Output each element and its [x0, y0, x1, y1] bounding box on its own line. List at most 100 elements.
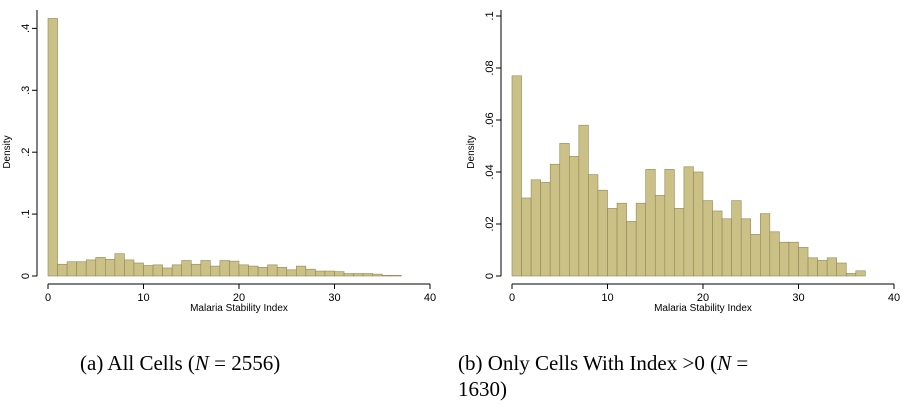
histogram-bar-a-18 — [219, 260, 230, 277]
histogram-bar-b-4 — [549, 163, 561, 277]
histogram-bar-b-15 — [654, 195, 666, 277]
x-tick-label-a-3: 30 — [328, 292, 340, 304]
caption-b-prefix: (b) Only Cells With Index >0 ( — [458, 351, 718, 375]
histogram-bar-b-16 — [664, 169, 675, 277]
histogram-bar-a-30 — [334, 271, 345, 277]
x-axis-title-b: Malaria Stability Index — [654, 303, 752, 314]
histogram-bar-a-36 — [391, 275, 402, 277]
histogram-bar-a-19 — [229, 260, 240, 277]
histogram-bar-a-13 — [171, 264, 182, 277]
histogram-bar-b-25 — [750, 234, 761, 277]
histogram-bar-a-9 — [133, 262, 144, 277]
histogram-bar-a-17 — [210, 265, 221, 277]
y-tick-label-a-0: 0 — [20, 273, 32, 279]
caption-panel-a: (a) All Cells (N = 2556) — [80, 350, 280, 376]
histogram-bar-a-10 — [143, 265, 154, 277]
histogram-bar-a-35 — [381, 275, 393, 277]
histogram-bar-a-14 — [181, 260, 192, 277]
y-tick-label-a-1: .1 — [20, 210, 32, 219]
histogram-bar-b-24 — [740, 218, 752, 277]
histogram-bar-b-33 — [826, 257, 838, 277]
histogram-bar-b-17 — [674, 208, 685, 277]
histogram-bar-b-22 — [721, 218, 732, 277]
histogram-bar-a-27 — [305, 268, 316, 277]
x-tick-label-b-1: 10 — [601, 292, 613, 304]
histogram-bar-a-32 — [353, 273, 364, 277]
histogram-bar-b-18 — [683, 166, 694, 277]
histogram-bar-a-16 — [200, 260, 211, 277]
y-tick-label-a-2: .2 — [20, 148, 32, 157]
x-tick-label-b-3: 30 — [792, 292, 804, 304]
histogram-bar-a-31 — [343, 273, 354, 277]
histogram-bar-a-22 — [257, 267, 268, 277]
histogram-bar-b-2 — [530, 179, 541, 277]
histogram-bar-b-1 — [521, 197, 532, 277]
histogram-bar-a-2 — [66, 261, 77, 277]
caption-panel-b: (b) Only Cells With Index >0 (N = 1630) — [458, 350, 748, 402]
histogram-bar-a-20 — [238, 264, 249, 277]
y-axis-title-b: Density — [466, 135, 477, 168]
histogram-bar-b-23 — [731, 200, 742, 277]
histogram-bar-b-0 — [511, 75, 522, 277]
histogram-bar-a-23 — [267, 264, 278, 277]
histogram-bar-b-29 — [788, 241, 799, 277]
histogram-bar-b-28 — [779, 241, 790, 277]
histogram-bar-a-28 — [315, 270, 326, 277]
caption-a-prefix: (a) All Cells ( — [80, 351, 195, 375]
x-tick-label-a-4: 40 — [424, 292, 436, 304]
x-tick-label-a-0: 0 — [45, 292, 51, 304]
histogram-bar-a-24 — [276, 267, 288, 277]
histogram-bar-b-7 — [578, 124, 589, 277]
histogram-bar-b-36 — [855, 270, 866, 277]
histogram-bar-b-27 — [769, 231, 780, 277]
y-tick-label-b-0: 0 — [484, 273, 496, 279]
y-tick-label-b-4: .08 — [484, 60, 496, 75]
histogram-bar-b-30 — [798, 247, 809, 277]
caption-b-suffix: = — [731, 351, 749, 375]
histogram-bar-a-5 — [95, 257, 106, 277]
caption-b-math: N — [717, 351, 732, 375]
y-axis-title-a: Density — [2, 135, 13, 168]
histogram-bar-b-31 — [807, 257, 818, 277]
histogram-bar-a-21 — [248, 265, 259, 277]
histogram-bar-b-20 — [702, 200, 713, 277]
histogram-bar-a-11 — [152, 264, 163, 277]
histogram-bar-b-19 — [693, 171, 704, 277]
x-tick-label-b-2: 20 — [697, 292, 709, 304]
histogram-panel-nonzero-cells: 0 10 20 30 40 0 .02 .04 .06 .08 .1 Malaria Stabilit… — [466, 10, 900, 314]
x-tick-label-b-4: 40 — [888, 292, 900, 304]
histogram-panel-all-cells: 0 10 20 30 40 0 .1 .2 .3 .4 Malaria Stability Inde… — [2, 10, 436, 314]
histogram-bar-a-6 — [105, 258, 116, 277]
histogram-bar-b-10 — [607, 208, 618, 277]
x-tick-label-b-0: 0 — [509, 292, 515, 304]
histogram-bar-a-29 — [324, 270, 335, 277]
histogram-bar-a-1 — [57, 263, 68, 277]
caption-b-line2: 1630) — [458, 377, 507, 401]
histogram-bar-a-15 — [190, 263, 202, 277]
histogram-bar-a-33 — [362, 273, 373, 277]
histogram-bar-b-26 — [759, 213, 771, 277]
histogram-bar-a-7 — [114, 253, 125, 277]
x-tick-label-a-1: 10 — [137, 292, 149, 304]
y-tick-label-a-4: .4 — [20, 24, 32, 33]
y-tick-label-b-5: .1 — [484, 11, 496, 20]
histogram-bar-b-13 — [635, 202, 647, 277]
histogram-bar-b-9 — [597, 189, 608, 277]
y-tick-label-b-3: .06 — [484, 112, 496, 127]
caption-a-math: N — [194, 351, 209, 375]
histogram-bar-b-34 — [836, 262, 847, 277]
histogram-bar-b-11 — [616, 202, 627, 277]
x-tick-label-a-2: 20 — [233, 292, 245, 304]
histogram-bar-a-12 — [162, 267, 173, 277]
histogram-bar-a-25 — [286, 269, 297, 277]
histogram-bar-b-32 — [817, 260, 828, 277]
histogram-bar-b-35 — [845, 273, 857, 277]
figure-canvas: 0 10 20 30 40 0 .1 .2 .3 .4 Malaria Stability Inde… — [2, 10, 900, 314]
histogram-bar-b-5 — [559, 143, 570, 277]
histogram-bar-a-26 — [295, 265, 307, 277]
histogram-bar-b-6 — [568, 156, 580, 277]
histogram-bar-a-4 — [85, 259, 97, 277]
histogram-bar-a-8 — [124, 259, 135, 277]
x-axis-title-a: Malaria Stability Index — [190, 303, 288, 314]
histogram-bar-b-14 — [645, 169, 656, 277]
